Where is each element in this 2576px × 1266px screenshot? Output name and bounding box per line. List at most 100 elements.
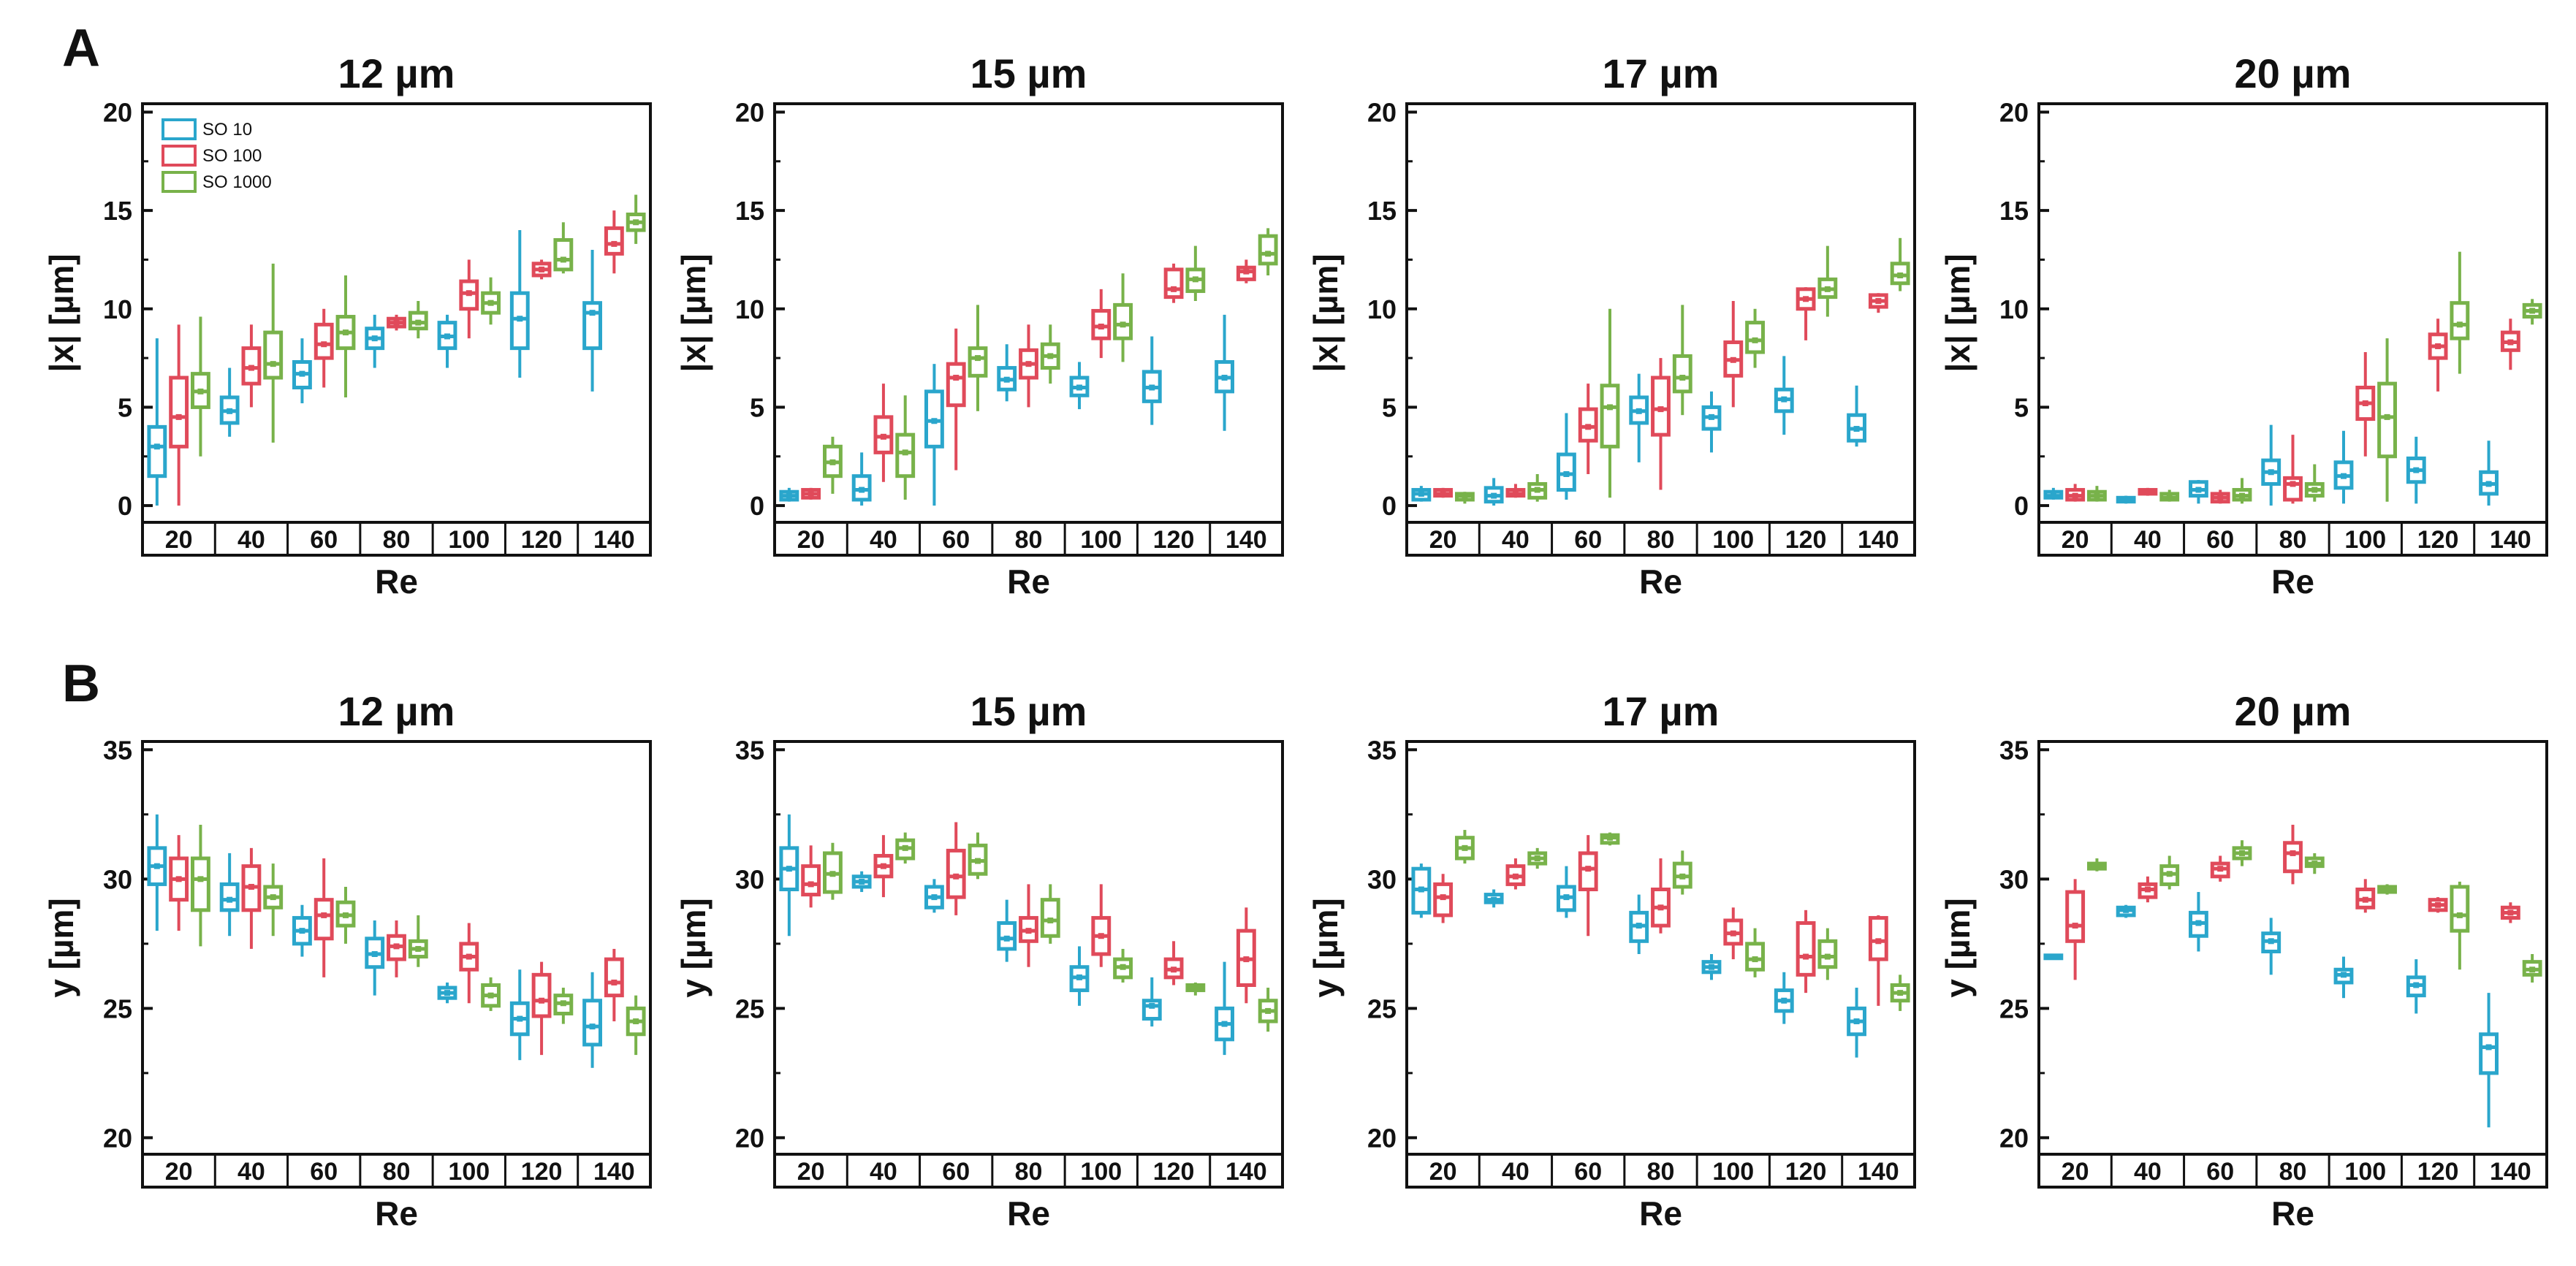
x-category-label: 20: [797, 526, 825, 554]
panel-label-b: B: [62, 655, 100, 713]
box-mean-marker: [2456, 912, 2463, 918]
box-mean-marker: [1730, 930, 1736, 937]
x-category-label: 100: [1712, 526, 1754, 554]
legend-label: SO 1000: [202, 172, 272, 192]
x-category-label: 60: [942, 526, 970, 554]
x-category-label: 60: [942, 1158, 970, 1186]
chart-title: 17 µm: [1603, 50, 1720, 96]
box-body: [582, 999, 602, 1047]
box-so-1000: [1040, 884, 1060, 944]
y-tick-label: 30: [103, 864, 132, 894]
box-mean-marker: [1585, 866, 1592, 872]
box-so-1000: [2522, 299, 2542, 325]
box-mean-marker: [589, 1023, 596, 1030]
box-mean-marker: [1047, 353, 1054, 359]
box-so-10: [219, 367, 240, 437]
x-category-label: 60: [1574, 1158, 1602, 1186]
x-category-label: 140: [1226, 526, 1267, 554]
box-so-1000: [1672, 305, 1692, 416]
box-mean-marker: [371, 951, 378, 958]
box-body: [314, 322, 334, 360]
box-so-1000: [1113, 273, 1133, 362]
box-so-100: [1796, 287, 1816, 340]
x-axis-title: Re: [375, 1194, 418, 1232]
box-mean-marker: [1462, 492, 1468, 499]
box-so-10: [365, 920, 385, 996]
box-mean-marker: [2166, 871, 2173, 877]
box-mean-marker: [931, 418, 938, 424]
box-mean-marker: [444, 333, 450, 340]
box-mean-marker: [415, 319, 422, 326]
box-mean-marker: [611, 240, 618, 247]
box-mean-marker: [1709, 964, 1714, 970]
x-category-label: 140: [593, 526, 635, 554]
x-category-label: 80: [383, 1158, 411, 1186]
box-mean-marker: [2072, 923, 2078, 929]
box-mean-marker: [1076, 974, 1082, 980]
box-body: [604, 226, 624, 256]
y-tick-label: 0: [1382, 491, 1397, 521]
box-so-1000: [1258, 988, 1278, 1032]
chart-4: 20 µm 0 5 10 15 20 |x| [µm] 20 40 60 80 100 120 140 Re: [1939, 50, 2548, 600]
box-so-1000: [1113, 948, 1133, 983]
box-body: [582, 301, 602, 351]
box-mean-marker: [2050, 953, 2056, 960]
box-so-100: [1578, 384, 1598, 474]
box-so-100: [1019, 324, 1038, 408]
box-so-10: [1483, 478, 1504, 506]
box-so-10: [2479, 993, 2499, 1128]
x-category-label: 20: [165, 1158, 193, 1186]
box-so-10: [924, 364, 944, 506]
box-so-10: [2406, 436, 2426, 504]
box-so-10: [1701, 391, 1722, 453]
box-so-10: [509, 230, 530, 378]
box-so-1000: [1455, 492, 1475, 504]
box-mean-marker: [1897, 272, 1904, 278]
box-so-100: [946, 328, 966, 470]
box-mean-marker: [270, 894, 276, 901]
box-so-10: [2479, 441, 2499, 506]
box-so-100: [2210, 489, 2230, 504]
box-body: [1745, 321, 1765, 354]
box-so-10: [2116, 495, 2136, 504]
box-mean-marker: [902, 449, 908, 456]
box-so-100: [1723, 907, 1744, 960]
box-mean-marker: [786, 866, 792, 872]
x-category-label: 140: [2490, 1158, 2531, 1186]
y-tick-label: 35: [103, 735, 132, 765]
x-category-label: 120: [1785, 1158, 1827, 1186]
x-category-label: 100: [1080, 526, 1122, 554]
box-so-100: [604, 210, 624, 274]
x-category-label: 140: [1858, 1158, 1899, 1186]
box-so-1000: [1890, 237, 1910, 291]
box-so-1000: [2087, 486, 2107, 502]
box-mean-marker: [517, 1015, 523, 1022]
box-mean-marker: [227, 408, 233, 414]
y-tick-label: 25: [103, 994, 132, 1023]
x-category-label: 120: [2417, 526, 2459, 554]
box-so-100: [1651, 358, 1671, 490]
box-mean-marker: [2485, 1044, 2492, 1050]
box-mean-marker: [931, 894, 938, 901]
box-mean-marker: [1120, 964, 1126, 970]
x-category-label: 40: [870, 526, 897, 554]
box-so-10: [582, 249, 602, 392]
x-category-label: 80: [1015, 1158, 1043, 1186]
box-so-1000: [263, 263, 284, 443]
box-mean-marker: [2413, 467, 2420, 473]
box-so-100: [1236, 259, 1256, 283]
x-category-label: 40: [238, 526, 265, 554]
box-mean-marker: [415, 945, 422, 952]
box-so-10: [1774, 972, 1794, 1024]
box-mean-marker: [197, 876, 204, 882]
box-body: [1113, 302, 1133, 340]
box-mean-marker: [248, 365, 254, 371]
box-mean-marker: [248, 883, 254, 890]
box-so-10: [779, 487, 799, 502]
chart-3: 17 µm 0 5 10 15 20 |x| [µm] 20 40 60 80 100 120 140 Re: [1307, 50, 1916, 600]
box-so-100: [2065, 484, 2086, 502]
box-mean-marker: [2362, 896, 2368, 903]
box-so-1000: [2450, 881, 2470, 970]
x-category-label: 60: [310, 526, 338, 554]
box-so-10: [437, 982, 457, 1004]
